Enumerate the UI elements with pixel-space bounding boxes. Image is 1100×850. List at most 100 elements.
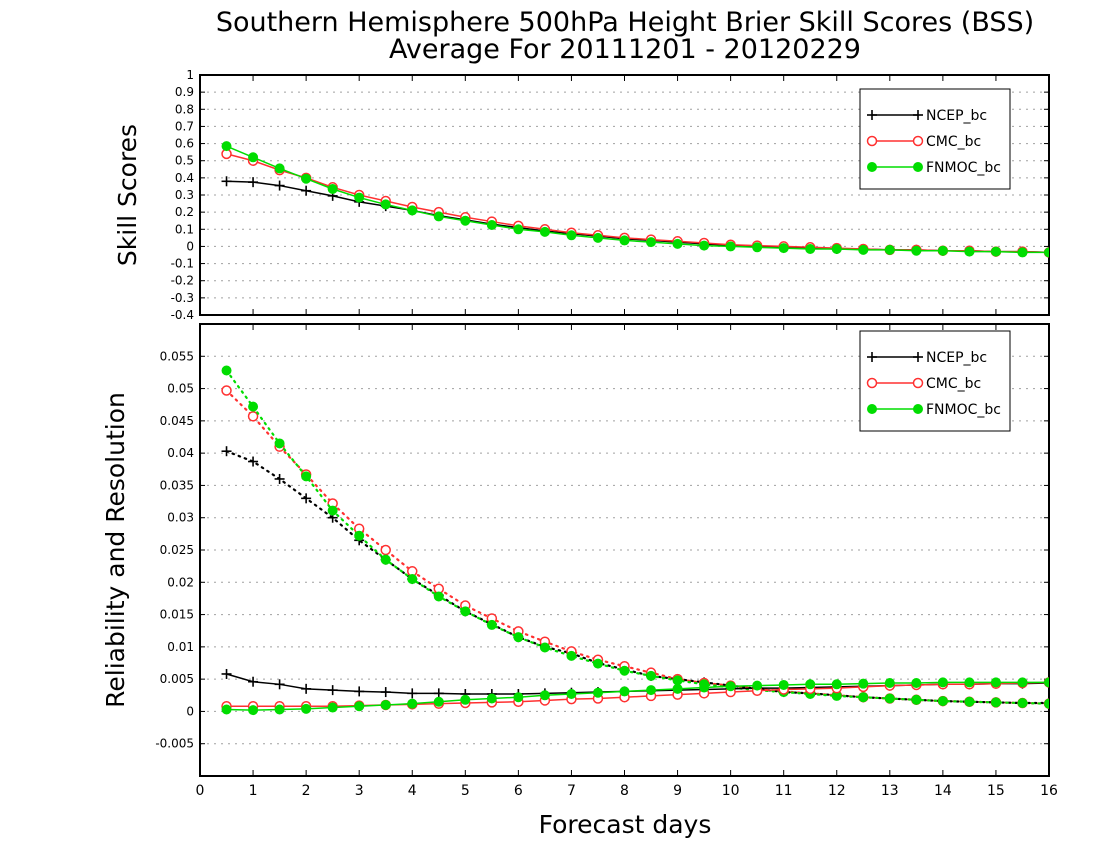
y-tick-label: 1 [186,68,194,82]
fnmoc-bc-reliability-point [805,679,816,690]
ncep-bc-point [248,177,259,188]
fnmoc-bc-point [592,232,603,243]
fnmoc-bc-reliability-point [858,678,869,689]
fnmoc-bc-resolution-point [646,670,657,681]
fnmoc-bc-point [407,205,418,216]
ncep-bc-reliability-point [327,685,338,696]
cmc-bc-resolution-point [247,411,259,422]
x-tick-label: 12 [828,783,846,799]
cmc-bc-resolution-point [380,544,391,556]
ncep-bc-point [274,180,285,191]
x-tick-label: 4 [408,783,417,799]
x-axis-title: Forecast days [539,810,712,839]
fnmoc-bc-point [937,245,948,256]
legend-ncep-bc-point [867,110,877,120]
fnmoc-bc-point [274,163,285,174]
x-tick-label: 14 [934,783,952,799]
x-tick-label: 15 [987,783,1005,799]
fnmoc-bc-resolution-point [911,694,922,705]
fnmoc-bc-resolution-point [858,692,869,703]
x-axis: 0 1 2 3 4 5 6 7 8 9 10 11 12 13 14 15 16 [196,324,1058,799]
fnmoc-bc-reliability-point [990,677,1001,688]
fnmoc-bc-point [221,141,232,152]
fnmoc-bc-reliability-point [221,704,232,715]
legend-fnmoc-bc-point [867,162,877,172]
cmc-bc-resolution-series [221,385,1049,709]
x-tick-label: 9 [673,783,682,799]
fnmoc-bc-resolution-point [1017,698,1028,709]
y-tick-label: 0.025 [160,543,194,557]
y-tick-label: -0.3 [171,291,194,305]
fnmoc-bc-point [990,246,1001,257]
fnmoc-bc-point [486,220,497,230]
legend-entry: CMC_bc [866,376,981,392]
fnmoc-bc-reliability-point [539,690,550,701]
y-axis-title: Reliability and Resolution [101,392,130,708]
fnmoc-bc-resolution-point [1044,698,1049,709]
fnmoc-bc-resolution-point [539,642,550,653]
y-tick-label: 0.03 [167,511,194,525]
cmc-bc-resolution-point [221,385,232,396]
fnmoc-bc-reliability-point [248,705,259,716]
fnmoc-bc-resolution-point [592,658,603,669]
cmc-bc-resolution-line [225,389,1049,705]
legend-ncep-bc-point [913,110,923,120]
fnmoc-bc-reliability-point [778,679,789,690]
y-tick-label: 0.2 [175,205,194,219]
legend-box [859,88,1011,190]
fnmoc-bc-reliability-point [1044,677,1049,688]
ncep-bc-resolution-point [248,456,259,467]
legend-label: FNMOC_bc [926,402,1001,418]
legend: NCEP_bc CMC_bc FNMOC_bc [859,330,1011,432]
y-axis: -0.4 -0.3 -0.2 -0.1 0 0.1 0.2 0.3 0.4 0.5 0.6 0.7 0.… [171,68,1049,322]
legend: NCEP_bc CMC_bc FNMOC_bc [859,88,1011,190]
y-tick-label: 0.01 [167,640,194,654]
legend-cmc-bc-point [866,135,878,147]
ncep-bc-reliability-point [248,676,259,687]
x-tick-label: 3 [355,783,364,799]
fnmoc-bc-resolution-point [354,530,365,541]
fnmoc-bc-point [725,241,736,252]
fnmoc-bc-reliability-point [964,677,975,688]
legend-entry: CMC_bc [866,134,981,150]
legend-cmc-bc-point [866,377,878,389]
fnmoc-bc-point [460,215,471,226]
ncep-bc-reliability-point [380,687,391,698]
y-tick-label: 0.015 [160,608,194,622]
series-group [221,365,1049,716]
fnmoc-bc-point [858,244,869,255]
fnmoc-bc-point [619,235,630,246]
fnmoc-bc-reliability-point [407,698,418,709]
fnmoc-bc-reliability-point [380,699,391,710]
y-tick-label: 0.7 [175,119,194,133]
legend-label: CMC_bc [926,134,981,150]
y-tick-label: 0.6 [175,137,194,151]
y-tick-label: 0.045 [160,414,194,428]
ncep-bc-resolution-point [301,493,312,504]
fnmoc-bc-point [752,242,763,253]
fnmoc-bc-point [964,246,975,257]
fnmoc-bc-resolution-point [380,554,391,565]
fnmoc-bc-resolution-point [937,696,948,707]
ncep-bc-reliability-point [221,668,232,679]
x-tick-label: 8 [620,783,629,799]
fnmoc-bc-reliability-series [221,677,1049,716]
y-tick-label: 0.005 [160,672,194,686]
fnmoc-bc-point [248,152,259,163]
y-tick-label: 0.9 [175,85,194,99]
ncep-bc-reliability-point [274,679,285,690]
reliability-resolution-panel: -0.005 0 0.005 0.01 0.015 0.02 0.025 0.03 0.035 0… [101,323,1058,799]
fnmoc-bc-resolution-point [964,696,975,707]
y-axis: -0.005 0 0.005 0.01 0.015 0.02 0.025 0.03 0.035 0… [155,349,1049,751]
fnmoc-bc-reliability-point [831,679,842,690]
fnmoc-bc-point [566,230,577,241]
legend-fnmoc-bc-point [913,404,923,414]
legend-box [859,330,1011,432]
fnmoc-bc-resolution-point [301,471,312,482]
fnmoc-bc-reliability-point [884,678,895,689]
fnmoc-bc-resolution-point [460,606,471,617]
y-tick-label: -0.1 [171,257,194,271]
fnmoc-bc-reliability-point [354,701,365,712]
y-tick-label: 0.02 [167,575,194,589]
